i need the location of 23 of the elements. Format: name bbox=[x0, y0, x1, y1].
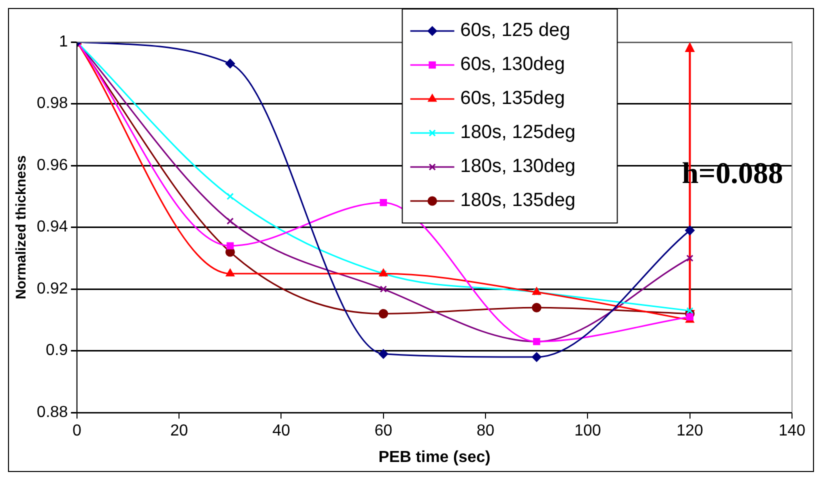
y-tick-label: 0.96 bbox=[36, 156, 68, 174]
x-tick-label: 100 bbox=[574, 422, 602, 440]
x-tick-label: 80 bbox=[476, 422, 495, 440]
legend-label: 60s, 130deg bbox=[460, 54, 565, 76]
x-tick-label: 120 bbox=[676, 422, 704, 440]
x-tick-label: 0 bbox=[72, 422, 82, 440]
legend-label: 180s, 130deg bbox=[460, 156, 576, 178]
legend-label: 180s, 125deg bbox=[460, 122, 576, 144]
y-tick-label: 0.92 bbox=[36, 280, 68, 298]
legend-label: 60s, 125 deg bbox=[460, 20, 570, 42]
x-tick-label: 40 bbox=[272, 422, 290, 440]
legend-label: 180s, 135deg bbox=[460, 190, 576, 212]
x-tick-label: 20 bbox=[170, 422, 188, 440]
y-tick-label: 0.9 bbox=[46, 342, 68, 360]
y-tick-label: 1 bbox=[59, 33, 68, 50]
x-tick-label: 60 bbox=[374, 422, 392, 440]
y-tick-label: 0.94 bbox=[36, 218, 68, 236]
x-axis-title: PEB time (sec) bbox=[378, 448, 490, 466]
y-tick-label: 0.88 bbox=[36, 404, 68, 422]
y-axis-title: Normalized thickness bbox=[12, 155, 28, 300]
x-tick-label: 140 bbox=[778, 422, 806, 440]
y-tick-label: 0.98 bbox=[36, 95, 68, 112]
legend-label: 60s, 135deg bbox=[460, 88, 565, 110]
